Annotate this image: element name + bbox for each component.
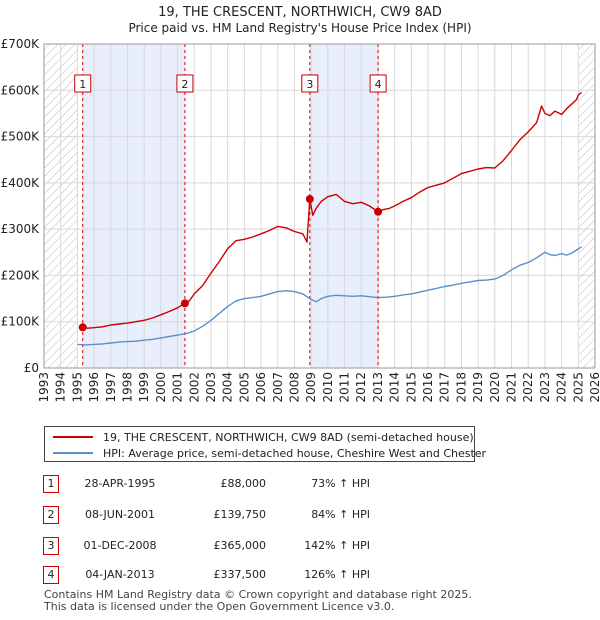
sale-price: £139,750: [213, 508, 267, 521]
x-tick-label: 2014: [388, 372, 402, 403]
price-chart: 19, THE CRESCENT, NORTHWICH, CW9 8AD Pri…: [1, 5, 600, 403]
sale-number-badge: 4: [43, 566, 59, 584]
sale-date: 28-APR-1995: [84, 477, 156, 490]
sale-hpi-change: 142% ↑ HPI: [304, 539, 370, 552]
x-tick-label: 2011: [338, 372, 352, 403]
sale-number-box: [369, 74, 387, 93]
x-tick-label: 2000: [154, 372, 168, 403]
sale-point: [305, 195, 314, 204]
sale-number-label: 3: [306, 78, 313, 91]
table-row: 4 04-JAN-2013 £337,500 126% ↑ HPI: [0, 565, 600, 585]
x-tick-label: 2016: [421, 372, 435, 403]
x-tick-label: 2021: [505, 372, 519, 403]
x-tick-label: 2005: [237, 372, 251, 403]
x-tick-label: 1998: [120, 372, 134, 403]
x-tick-label: 2007: [271, 372, 285, 403]
x-tick-label: 1993: [37, 372, 51, 403]
x-tick-label: 2010: [321, 372, 335, 403]
table-row: 2 08-JUN-2001 £139,750 84% ↑ HPI: [0, 505, 600, 525]
y-tick-label: £700K: [1, 37, 41, 51]
x-tick-label: 2002: [187, 372, 201, 403]
x-tick-label: 2023: [538, 372, 552, 403]
table-row: 3 01-DEC-2008 £365,000 142% ↑ HPI: [0, 536, 600, 556]
sale-point: [78, 323, 87, 332]
sale-number-label: 4: [375, 78, 382, 91]
legend-item-property: 19, THE CRESCENT, NORTHWICH, CW9 8AD (se…: [53, 429, 474, 445]
x-tick-label: 2012: [354, 372, 368, 403]
sale-number-badge: 3: [43, 537, 59, 555]
legend: 19, THE CRESCENT, NORTHWICH, CW9 8AD (se…: [44, 426, 486, 462]
sale-price: £365,000: [213, 539, 267, 552]
x-tick-label: 1995: [70, 372, 84, 403]
chart-title: 19, THE CRESCENT, NORTHWICH, CW9 8AD: [158, 5, 442, 20]
y-tick-label: £600K: [1, 83, 41, 97]
plot-frame: [43, 43, 596, 369]
y-tick-label: £400K: [1, 176, 41, 190]
y-tick-label: £0: [24, 361, 39, 375]
legend-line-hpi: [53, 452, 93, 454]
footer: Contains HM Land Registry data © Crown c…: [44, 589, 472, 613]
x-tick-label: 2020: [488, 372, 502, 403]
legend-line-property: [53, 436, 93, 438]
sale-number-box: [176, 74, 194, 93]
x-tick-label: 2018: [454, 372, 468, 403]
hpi-line: [77, 246, 582, 346]
x-tick-label: 2009: [304, 372, 318, 403]
sale-hpi-change: 126% ↑ HPI: [304, 568, 370, 581]
ownership-period-shade: [309, 44, 379, 368]
sale-number-label: 2: [181, 78, 188, 91]
sale-number-label: 1: [79, 78, 86, 91]
x-tick-label: 1996: [87, 372, 101, 403]
sale-hpi-change: 84% ↑ HPI: [311, 508, 370, 521]
x-tick-label: 2025: [571, 372, 585, 403]
no-data-hatch: [578, 44, 595, 368]
x-tick-label: 2026: [588, 372, 600, 403]
y-tick-label: £100K: [1, 315, 41, 329]
sale-price: £88,000: [220, 477, 267, 490]
sale-point: [374, 207, 383, 216]
x-tick-label: 2006: [254, 372, 268, 403]
x-tick-label: 2022: [521, 372, 535, 403]
sale-date: 01-DEC-2008: [83, 539, 157, 552]
sale-number-box: [74, 74, 92, 93]
ownership-period-shade: [82, 44, 185, 368]
chart-subtitle: Price paid vs. HM Land Registry's House …: [128, 21, 471, 35]
footer-licence: This data is licensed under the Open Gov…: [44, 600, 395, 613]
x-tick-label: 1994: [54, 372, 68, 403]
legend-label-property: 19, THE CRESCENT, NORTHWICH, CW9 8AD (se…: [103, 430, 474, 444]
x-tick-label: 2017: [438, 372, 452, 403]
x-tick-label: 2015: [404, 372, 418, 403]
x-tick-label: 2024: [555, 372, 569, 403]
sale-hpi-change: 73% ↑ HPI: [311, 477, 370, 490]
x-tick-label: 2008: [287, 372, 301, 403]
x-tick-label: 2013: [371, 372, 385, 403]
sale-date: 04-JAN-2013: [85, 568, 155, 581]
x-tick-label: 2019: [471, 372, 485, 403]
sale-number-badge: 2: [43, 506, 59, 524]
sale-date: 08-JUN-2001: [84, 508, 156, 521]
x-tick-label: 2001: [171, 372, 185, 403]
sale-number-badge: 1: [43, 475, 59, 493]
sale-number-box: [301, 74, 319, 93]
legend-item-hpi: HPI: Average price, semi-detached house,…: [53, 445, 486, 461]
y-tick-label: £500K: [1, 130, 41, 144]
table-row: 1 28-APR-1995 £88,000 73% ↑ HPI: [0, 474, 600, 494]
sale-point: [180, 299, 189, 308]
footer-copyright: Contains HM Land Registry data © Crown c…: [44, 588, 472, 601]
x-tick-label: 2004: [221, 372, 235, 403]
legend-label-hpi: HPI: Average price, semi-detached house,…: [103, 446, 487, 460]
y-tick-label: £300K: [1, 222, 41, 236]
y-tick-label: £200K: [1, 268, 41, 282]
x-tick-label: 1999: [137, 372, 151, 403]
x-tick-label: 1997: [104, 372, 118, 403]
sale-price: £337,500: [213, 568, 267, 581]
x-tick-label: 2003: [204, 372, 218, 403]
price-paid-line: [82, 92, 583, 329]
